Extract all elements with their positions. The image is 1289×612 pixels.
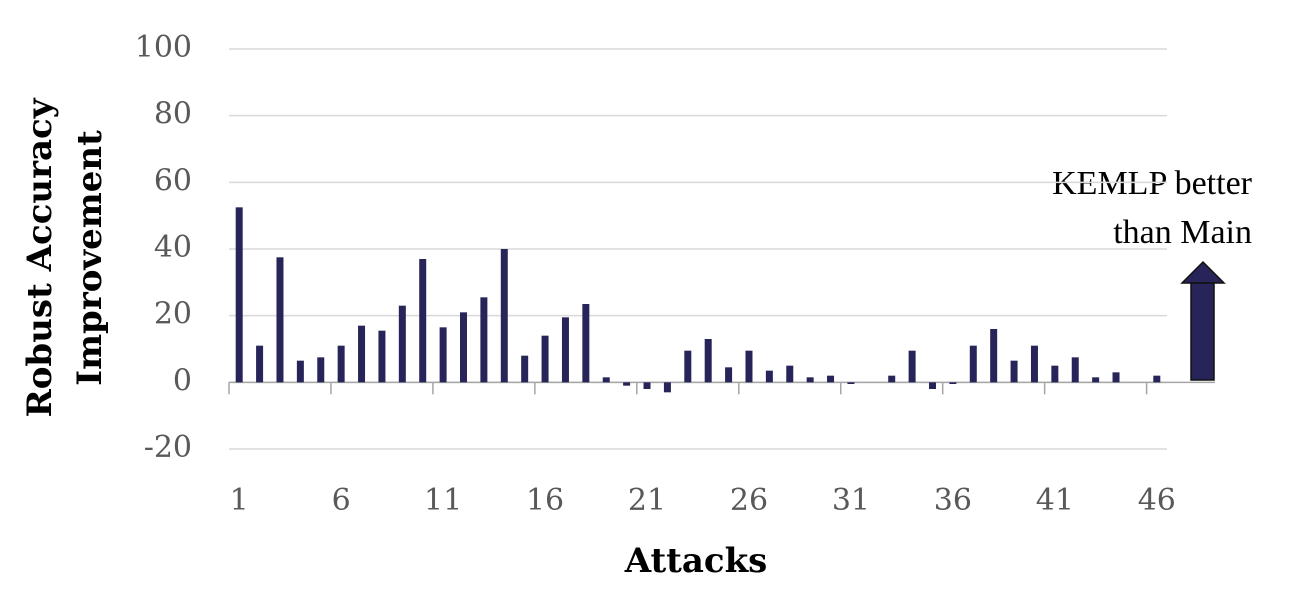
bar xyxy=(602,377,610,383)
y-axis-label: Robust Accuracy Improvement xyxy=(20,97,110,417)
annotation: KEMLP better xyxy=(1052,165,1253,202)
bar xyxy=(643,382,651,389)
y-tick-label: 20 xyxy=(154,297,192,332)
bar xyxy=(561,317,569,383)
x-tick-label: 41 xyxy=(1036,483,1074,518)
x-axis-label: Attacks xyxy=(624,541,768,581)
x-tick-label: 1 xyxy=(230,483,249,518)
bar xyxy=(1153,375,1161,383)
bar xyxy=(1030,345,1038,383)
bar xyxy=(378,330,386,383)
x-tick-label: 36 xyxy=(934,483,972,518)
bar xyxy=(806,377,814,383)
bar xyxy=(235,207,243,383)
arrow xyxy=(1180,260,1226,381)
x-tick-label: 46 xyxy=(1138,483,1176,518)
bar xyxy=(663,382,671,393)
bar xyxy=(480,297,488,383)
bar xyxy=(847,382,855,384)
x-tick-label: 31 xyxy=(832,483,870,518)
bar xyxy=(1010,360,1018,383)
bar xyxy=(990,329,998,383)
x-tick-label: 16 xyxy=(526,483,564,518)
y-axis-label-line: Improvement xyxy=(70,130,110,386)
bar xyxy=(541,335,549,383)
bar xyxy=(337,345,345,383)
bar xyxy=(582,304,590,383)
y-tick-label: 40 xyxy=(154,230,192,265)
bar xyxy=(684,350,692,383)
bar xyxy=(969,345,977,383)
x-tick-label: 21 xyxy=(628,483,666,518)
bar xyxy=(827,375,835,383)
bar xyxy=(398,305,406,383)
x-tick-label: 26 xyxy=(730,483,768,518)
bar xyxy=(1112,372,1120,383)
bar xyxy=(521,355,529,383)
bar xyxy=(725,367,733,383)
bar xyxy=(745,350,753,383)
bar xyxy=(439,327,447,383)
bar xyxy=(949,382,957,384)
y-axis-label-line: Robust Accuracy xyxy=(20,97,60,417)
bar xyxy=(786,365,794,383)
y-tick-label: 60 xyxy=(154,163,192,198)
y-tick-label: 100 xyxy=(135,30,192,65)
bar xyxy=(419,259,427,383)
bar xyxy=(296,360,304,383)
x-tick-label: 11 xyxy=(424,483,462,518)
bar xyxy=(765,370,773,383)
bar xyxy=(908,350,916,383)
bar xyxy=(1051,365,1059,383)
bar xyxy=(704,339,712,383)
x-tick-label: 6 xyxy=(332,483,351,518)
bar xyxy=(929,382,936,389)
y-tick-label: 80 xyxy=(154,97,192,132)
annotation: than Main xyxy=(1113,214,1252,251)
y-tick-label: 0 xyxy=(173,363,192,398)
bar xyxy=(256,345,264,383)
bar xyxy=(460,312,467,383)
y-tick-label: -20 xyxy=(144,430,192,465)
bar xyxy=(317,357,325,383)
bar xyxy=(500,249,508,383)
bar xyxy=(1071,357,1079,383)
bar xyxy=(623,382,631,386)
bar xyxy=(1092,377,1100,383)
bar xyxy=(888,375,896,383)
bar xyxy=(276,257,284,383)
bar xyxy=(358,325,366,383)
